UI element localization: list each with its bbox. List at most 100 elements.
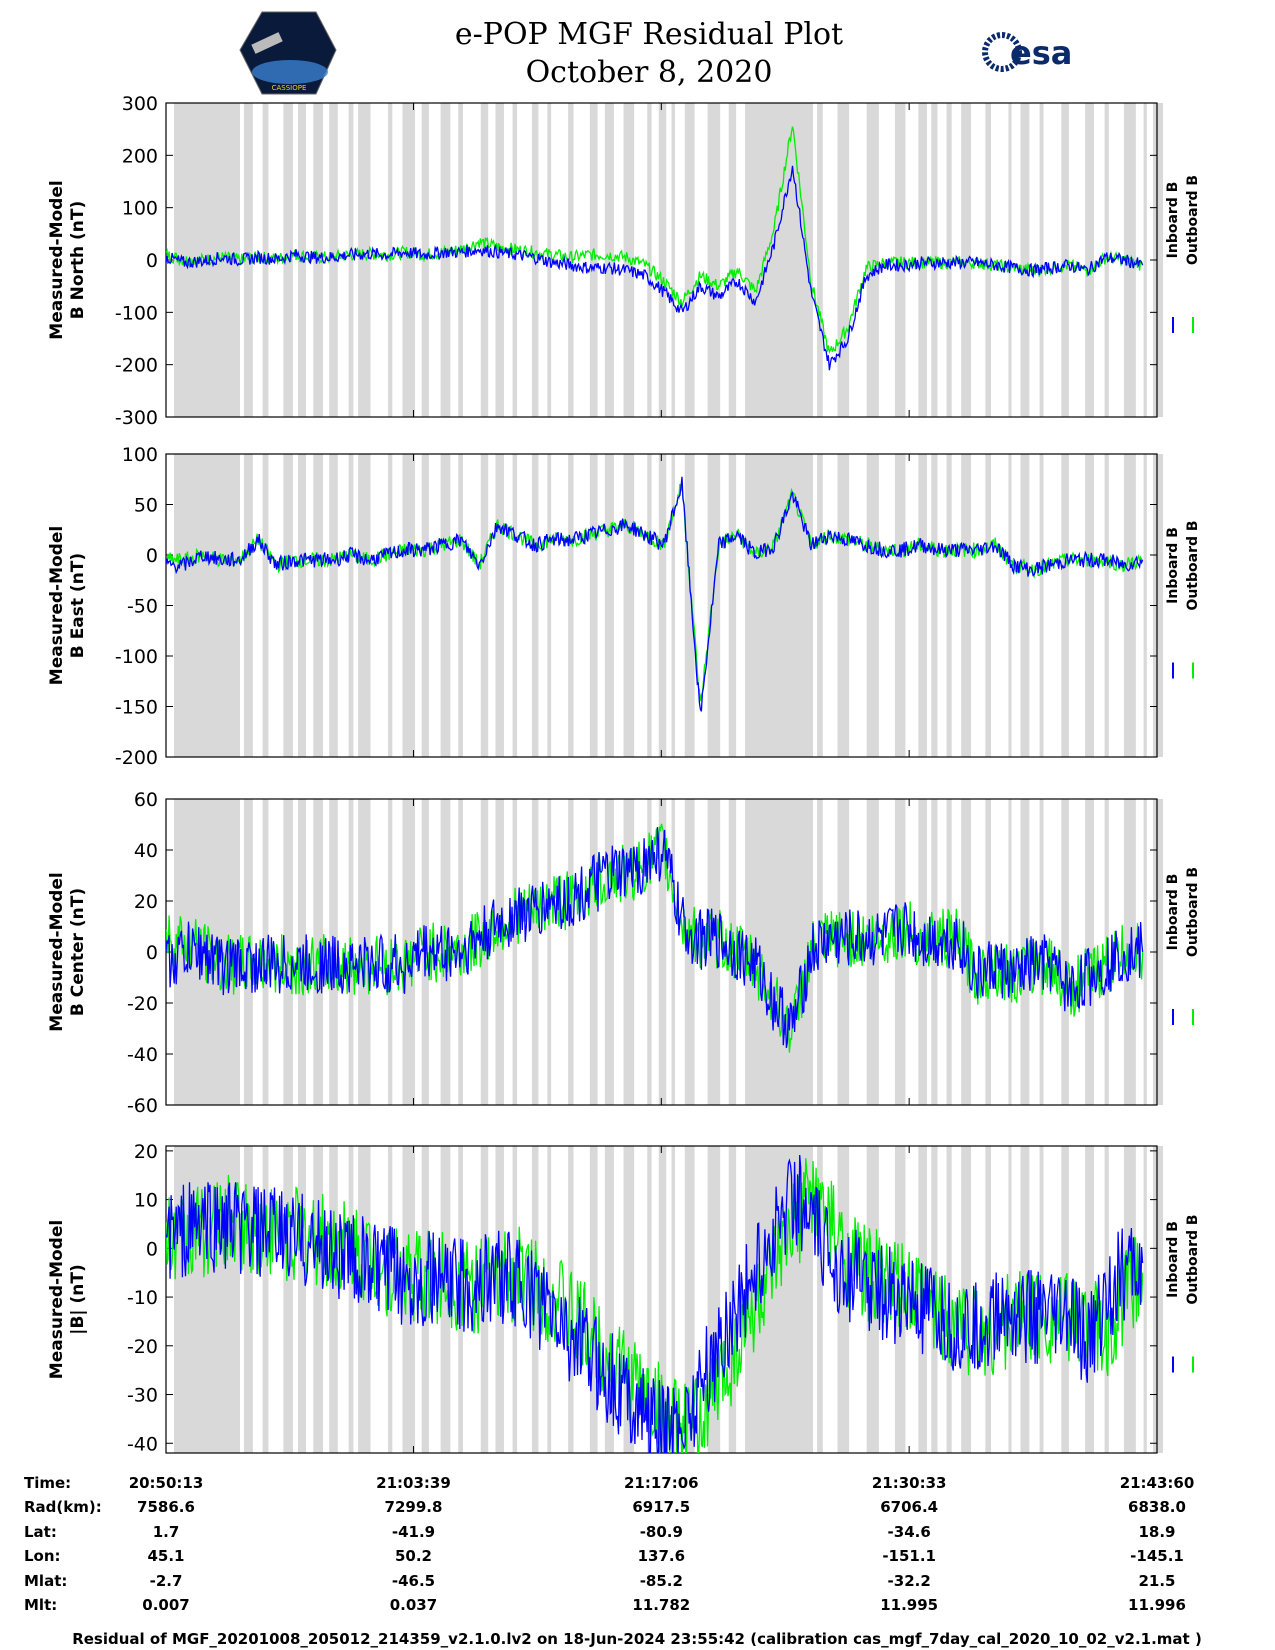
panel-4: 20 10 0 -10 -20 -30 -40 Measured-Model|B| (nT) I… [47,1141,1201,1455]
info-cell: 21:43:60 [1120,1474,1195,1492]
legend: Inboard B Outboard B [1165,1214,1201,1304]
series-line-outboard [166,823,1144,1053]
y-tick-label: 40 [134,840,158,862]
gap-band [421,103,429,417]
info-cell: 21:17:06 [624,1474,699,1492]
gap-band [1008,103,1012,417]
gap-band [707,454,721,757]
legend-outboard-label: Outboard B [1185,867,1201,957]
series-line-inboard [166,476,1144,712]
gap-band [589,103,598,417]
gap-band [1143,454,1147,757]
esa-logo: esa [982,32,1072,72]
gap-band [402,1146,416,1453]
info-cell: 21.5 [1138,1572,1175,1590]
gap-band [1152,454,1164,757]
gap-band [837,454,850,757]
y-tick-label: 200 [122,145,158,167]
y-tick-label: -40 [127,1433,158,1455]
gap-band [604,799,614,1105]
legend: Inboard B Outboard B [1165,867,1201,957]
gap-band [1152,103,1164,417]
gap-band [1008,454,1012,757]
info-row-label: Lon: [24,1547,61,1565]
gap-band [1039,103,1044,417]
gap-band [329,454,338,757]
series-line-inboard [166,1154,1144,1453]
gap-band [707,799,721,1105]
info-cell: 11.995 [880,1596,938,1614]
y-tick-label: 50 [134,495,158,517]
gap-band [931,103,938,417]
gap-band [684,103,695,417]
gap-band [1152,1146,1164,1453]
gap-band [531,454,539,757]
gap-band [1143,799,1147,1105]
y-tick-label: -200 [115,355,158,377]
plot-title-line2: October 8, 2020 [526,55,773,90]
gap-band [174,1146,182,1453]
gap-band [589,454,598,757]
y-tick-label: 0 [146,250,158,272]
gap-band [623,1146,635,1453]
info-cell: 18.9 [1138,1523,1175,1541]
y-axis-label: Measured-Model|B| (nT) [47,1220,88,1379]
info-cell: 11.782 [632,1596,690,1614]
y-tick-label: 0 [146,545,158,567]
gap-band [817,799,823,1105]
info-cell: -80.9 [640,1523,683,1541]
gap-band [1143,103,1147,417]
y-tick-label: 10 [134,1190,158,1212]
gap-band [421,454,429,757]
gap-band [512,454,518,757]
gap-band [918,454,927,757]
gap-band [1143,1146,1147,1453]
gap-band [647,103,652,417]
gap-band [480,103,489,417]
gap-band [298,1146,306,1453]
info-row-label: Mlt: [24,1596,57,1614]
info-cell: -32.2 [888,1572,931,1590]
gap-band [684,1146,695,1453]
gap-band [866,454,879,757]
gap-band [647,799,652,1105]
y-tick-label: -60 [127,1095,158,1117]
gap-band [604,1146,614,1453]
gap-band [623,454,635,757]
gap-band [837,103,850,417]
gap-band [647,454,652,757]
gap-band [647,1146,652,1453]
y-tick-label: -20 [127,1336,158,1358]
gap-band [1020,454,1030,757]
gap-band [388,454,393,757]
gap-band [931,454,938,757]
gap-band [671,1146,675,1453]
info-cell: 11.996 [1128,1596,1186,1614]
series-line-inboard [166,827,1144,1049]
gap-band [283,103,293,417]
gap-band [495,103,504,417]
gap-band [671,454,675,757]
series-line-outboard [166,483,1143,702]
y-tick-label: -100 [115,646,158,668]
panel-2: 100 50 0 -50 -100 -150 -200 Measured-ModelB Eas… [47,444,1201,769]
gap-band [817,1146,823,1453]
info-cell: -151.1 [882,1547,936,1565]
legend-inboard-label: Inboard B [1165,182,1181,259]
gap-band [358,454,371,757]
gap-band [358,103,371,417]
gap-band [495,799,504,1105]
y-tick-label: -100 [115,302,158,324]
info-cell: 45.1 [147,1547,184,1565]
gap-band [298,103,306,417]
series-line-outboard [166,1158,1144,1453]
gap-band [243,103,253,417]
legend-inboard-label: Inboard B [1165,874,1181,951]
gap-band [745,454,813,757]
gap-band [568,1146,574,1453]
gap-band [604,454,614,757]
gap-band [348,1146,354,1453]
gap-band [1008,1146,1012,1453]
gap-band [1085,454,1094,757]
gap-band [531,799,539,1105]
